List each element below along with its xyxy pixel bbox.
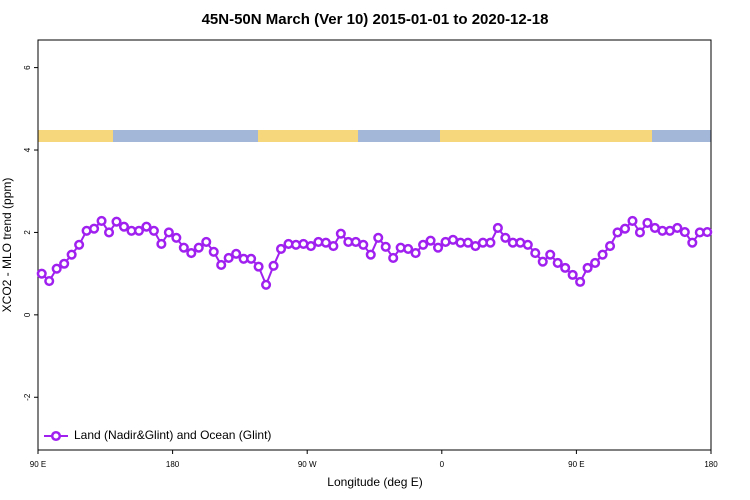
data-point: [44, 276, 55, 287]
data-point: [36, 268, 47, 279]
data-point: [410, 247, 421, 259]
data-point: [208, 246, 219, 257]
data-point: [253, 261, 264, 272]
data-point: [275, 243, 287, 254]
data-point: [605, 240, 616, 252]
data-point: [403, 243, 414, 254]
data-point: [425, 235, 436, 246]
x-axis-label: Longitude (deg E): [327, 475, 422, 489]
data-point: [261, 279, 272, 290]
data-point: [201, 236, 212, 247]
data-point: [156, 238, 167, 250]
data-point: [163, 227, 174, 238]
y-tick-label: 4: [23, 147, 32, 152]
data-point: [373, 232, 384, 243]
data-point: [537, 256, 548, 267]
data-point: [358, 239, 369, 250]
data-point: [672, 222, 683, 233]
data-point: [118, 221, 130, 232]
y-axis-label: XCO2 - MLO trend (ppm): [0, 178, 14, 313]
data-point: [619, 223, 631, 234]
data-point: [328, 240, 339, 252]
x-tick-label: 0: [440, 460, 445, 469]
data-point: [148, 225, 159, 236]
data-point: [133, 225, 144, 236]
data-point: [597, 249, 608, 260]
data-point: [575, 276, 586, 287]
y-tick-label: 2: [23, 230, 32, 235]
data-point: [567, 269, 578, 280]
data-point: [51, 263, 62, 274]
data-point: [305, 240, 316, 252]
data-point: [66, 249, 77, 260]
legend-marker: [50, 430, 62, 442]
data-point: [634, 227, 646, 238]
data-point: [96, 215, 107, 226]
data-point: [223, 252, 234, 264]
data-point: [702, 226, 713, 238]
map-strip: [38, 130, 711, 142]
data-point: [418, 239, 429, 250]
data-point: [335, 228, 346, 239]
y-tick-label: 0: [23, 312, 32, 317]
data-point: [545, 249, 556, 260]
data-point: [74, 239, 85, 250]
data-point: [485, 237, 496, 248]
data-point: [89, 223, 100, 234]
data-point: [560, 262, 571, 273]
x-tick-label: 90 E: [30, 460, 46, 469]
data-point: [530, 247, 541, 259]
data-point: [141, 221, 152, 232]
data-point: [687, 237, 698, 248]
data-point: [492, 222, 503, 233]
data-point: [193, 242, 204, 253]
data-point: [500, 232, 511, 243]
x-tick-label: 90 W: [298, 460, 317, 469]
data-point: [268, 260, 279, 271]
data-point: [590, 257, 601, 268]
data-point: [365, 249, 376, 260]
chart-title: 45N-50N March (Ver 10) 2015-01-01 to 202…: [202, 11, 549, 28]
data-point: [552, 257, 563, 268]
plot-frame: [37, 39, 712, 451]
data-point: [103, 227, 115, 238]
data-point: [433, 242, 444, 253]
y-tick-label: 6: [23, 65, 32, 70]
legend-label: Land (Nadir&Glint) and Ocean (Glint): [74, 428, 271, 442]
data-point: [231, 248, 242, 259]
data-point: [522, 239, 533, 250]
data-point: [642, 217, 653, 229]
x-tick-label: 180: [704, 460, 718, 469]
x-tick-label: 180: [166, 460, 180, 469]
data-point: [388, 252, 399, 264]
data-point: [171, 232, 182, 243]
data-point: [59, 258, 70, 269]
data-point: [380, 241, 391, 252]
y-tick-label: -2: [23, 393, 32, 401]
data-point: [612, 227, 623, 238]
data-point: [246, 253, 257, 264]
data-point: [178, 242, 189, 253]
data-point: [186, 247, 197, 259]
data-point: [216, 259, 227, 271]
data-point: [111, 216, 122, 227]
data-point: [582, 262, 593, 273]
data-point: [679, 226, 690, 238]
x-tick-label: 90 E: [568, 460, 584, 469]
data-point: [627, 215, 638, 226]
